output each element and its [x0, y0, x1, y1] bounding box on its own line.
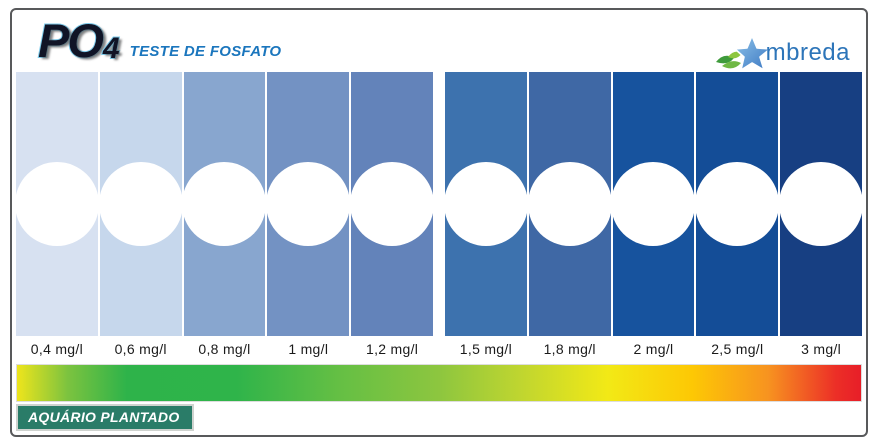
concentration-label: 1,8 mg/l — [543, 341, 596, 357]
concentration-label: 0,8 mg/l — [198, 341, 251, 357]
concentration-label: 1,2 mg/l — [365, 341, 419, 357]
title-po: PO — [37, 14, 105, 67]
test-vial-window — [350, 162, 435, 246]
color-swatch — [527, 72, 612, 336]
scale-cell: 1,2 mg/l — [350, 72, 435, 362]
scale-cell: 1,5 mg/l — [443, 72, 528, 362]
title-4-subscript: 4 — [102, 32, 121, 65]
color-swatch — [443, 72, 528, 336]
brand-name: mbreda — [765, 39, 850, 66]
test-vial-window — [14, 162, 99, 246]
concentration-label: 2 mg/l — [633, 341, 674, 357]
concentration-label: 1 mg/l — [288, 341, 329, 357]
color-swatch — [350, 72, 435, 336]
concentration-label: 1,5 mg/l — [459, 341, 512, 357]
test-vial-window — [182, 162, 267, 246]
color-swatch — [266, 72, 351, 336]
scale-cell: 2 mg/l — [611, 72, 696, 362]
concentration-label: 3 mg/l — [801, 341, 842, 357]
scale-cell: 3 mg/l — [779, 72, 864, 362]
title-subtitle: TESTE DE FOSFATO — [129, 43, 282, 60]
color-swatch — [182, 72, 267, 336]
color-scale: 0,4 mg/l 0,6 mg/l 0,8 mg/l 1 mg/l — [14, 72, 864, 362]
swatch-group-low: 0,4 mg/l 0,6 mg/l 0,8 mg/l 1 mg/l — [14, 72, 435, 362]
test-vial-window — [98, 162, 183, 246]
page-title: PO 4 TESTE DE FOSFATO — [37, 14, 282, 67]
test-vial-window — [527, 162, 612, 246]
concentration-label: 0,4 mg/l — [30, 341, 83, 357]
starfish-leaves-icon — [715, 35, 771, 71]
test-card: PO 4 TESTE DE FOSFATO mbreda — [10, 8, 868, 437]
scale-cell: 0,4 mg/l — [14, 72, 99, 362]
test-vial-window — [443, 162, 528, 246]
test-vial-window — [266, 162, 351, 246]
brand-logo: mbreda — [714, 32, 850, 74]
scale-cell: 0,6 mg/l — [98, 72, 183, 362]
scale-cell: 1 mg/l — [266, 72, 351, 362]
color-swatch — [14, 72, 99, 336]
test-vial-window — [695, 162, 780, 246]
color-swatch — [695, 72, 780, 336]
test-vial-window — [611, 162, 696, 246]
concentration-label: 0,6 mg/l — [114, 341, 167, 357]
planted-aquarium-gradient — [16, 364, 862, 402]
concentration-label: 2,5 mg/l — [711, 341, 764, 357]
scale-cell: 0,8 mg/l — [182, 72, 267, 362]
scale-cell: 2,5 mg/l — [695, 72, 780, 362]
color-swatch — [611, 72, 696, 336]
scale-cell: 1,8 mg/l — [527, 72, 612, 362]
test-vial-window — [779, 162, 864, 246]
aquario-plantado-badge: AQUÁRIO PLANTADO — [16, 404, 194, 431]
color-swatch — [779, 72, 864, 336]
color-swatch — [98, 72, 183, 336]
swatch-group-high: 1,5 mg/l 1,8 mg/l 2 mg/l 2,5 mg/l — [443, 72, 864, 362]
header: PO 4 TESTE DE FOSFATO mbreda — [12, 10, 866, 71]
